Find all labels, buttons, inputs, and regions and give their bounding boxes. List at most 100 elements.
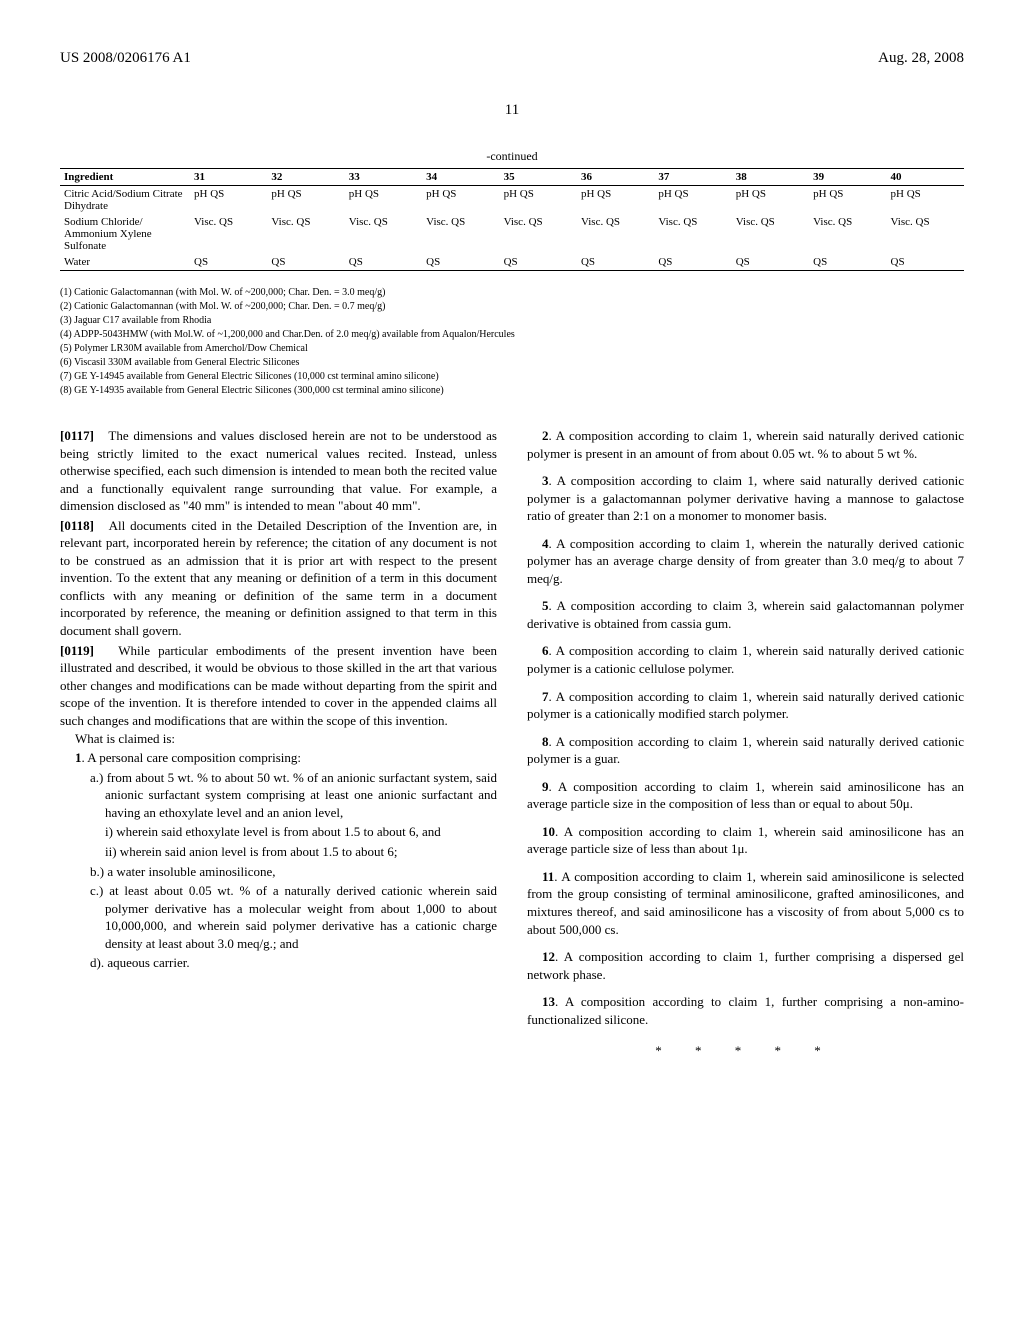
- table-cell: Water: [60, 254, 190, 271]
- table-header: 34: [422, 169, 499, 186]
- footnote-line: (3) Jaguar C17 available from Rhodia: [60, 314, 964, 327]
- ingredients-table-container: -continued Ingredient 31 32 33 34 35 36 …: [60, 149, 964, 271]
- table-header: 40: [887, 169, 964, 186]
- claim-3: 3. A composition according to claim 1, w…: [527, 472, 964, 525]
- table-cell: QS: [500, 254, 577, 271]
- table-header: 33: [345, 169, 422, 186]
- claim-sub: d). aqueous carrier.: [90, 954, 497, 972]
- paragraph-119: [0119] While particular embodiments of t…: [60, 642, 497, 730]
- claim-7: 7. A composition according to claim 1, w…: [527, 688, 964, 723]
- claim-number: 10: [542, 824, 555, 839]
- claim-sub: b.) a water insoluble aminosilicone,: [90, 863, 497, 881]
- footnote-line: (7) GE Y-14945 available from General El…: [60, 370, 964, 383]
- table-header: 39: [809, 169, 886, 186]
- para-text: All documents cited in the Detailed Desc…: [60, 518, 497, 638]
- right-column: 2. A composition according to claim 1, w…: [527, 427, 964, 1059]
- table-row: WaterQSQSQSQSQSQSQSQSQSQS: [60, 254, 964, 271]
- claim-11: 11. A composition according to claim 1, …: [527, 868, 964, 938]
- footnote-line: (8) GE Y-14935 available from General El…: [60, 384, 964, 397]
- table-header: Ingredient: [60, 169, 190, 186]
- table-cell: pH QS: [809, 186, 886, 215]
- table-cell: QS: [732, 254, 809, 271]
- claim-text: . A composition according to claim 1, wh…: [527, 869, 964, 937]
- table-cell: QS: [345, 254, 422, 271]
- table-row: Sodium Chloride/ Ammonium Xylene Sulfona…: [60, 214, 964, 254]
- table-cell: pH QS: [887, 186, 964, 215]
- footnote-line: (6) Viscasil 330M available from General…: [60, 356, 964, 369]
- table-footnotes: (1) Cationic Galactomannan (with Mol. W.…: [60, 286, 964, 397]
- claim-text: . A composition according to claim 1, fu…: [527, 994, 964, 1027]
- table-cell: Visc. QS: [732, 214, 809, 254]
- para-number: [0119]: [60, 643, 94, 658]
- body-columns: [0117] The dimensions and values disclos…: [60, 427, 964, 1059]
- claim-sub: a.) from about 5 wt. % to about 50 wt. %…: [90, 769, 497, 822]
- para-number: [0118]: [60, 518, 94, 533]
- claim-5: 5. A composition according to claim 3, w…: [527, 597, 964, 632]
- table-cell: Visc. QS: [267, 214, 344, 254]
- table-cell: pH QS: [267, 186, 344, 215]
- claims-intro: What is claimed is:: [75, 731, 497, 747]
- claim-number: 12: [542, 949, 555, 964]
- claim-text: . A composition according to claim 1, fu…: [527, 949, 964, 982]
- table-cell: QS: [577, 254, 654, 271]
- claim-text: . A composition according to claim 1, wh…: [527, 473, 964, 523]
- footnote-line: (1) Cationic Galactomannan (with Mol. W.…: [60, 286, 964, 299]
- table-cell: pH QS: [577, 186, 654, 215]
- claim-text: . A composition according to claim 1, wh…: [527, 734, 964, 767]
- claim-text: . A composition according to claim 1, wh…: [527, 536, 964, 586]
- publication-number: US 2008/0206176 A1: [60, 50, 191, 67]
- claim-subsub: i) wherein said ethoxylate level is from…: [105, 823, 497, 841]
- table-title: -continued: [60, 149, 964, 164]
- table-header: 31: [190, 169, 267, 186]
- table-cell: pH QS: [654, 186, 731, 215]
- table-header: 32: [267, 169, 344, 186]
- claim-13: 13. A composition according to claim 1, …: [527, 993, 964, 1028]
- para-text: While particular embodiments of the pres…: [60, 643, 497, 728]
- claim-10: 10. A composition according to claim 1, …: [527, 823, 964, 858]
- table-header: 37: [654, 169, 731, 186]
- page-header: US 2008/0206176 A1 Aug. 28, 2008: [60, 50, 964, 67]
- claim-1: 1. A personal care composition comprisin…: [75, 749, 497, 767]
- table-header: 36: [577, 169, 654, 186]
- paragraph-118: [0118] All documents cited in the Detail…: [60, 517, 497, 640]
- claim-text: . A composition according to claim 1, wh…: [527, 428, 964, 461]
- table-cell: pH QS: [190, 186, 267, 215]
- table-cell: Sodium Chloride/ Ammonium Xylene Sulfona…: [60, 214, 190, 254]
- ingredients-table: Ingredient 31 32 33 34 35 36 37 38 39 40…: [60, 168, 964, 271]
- claim-sub: c.) at least about 0.05 wt. % of a natur…: [90, 882, 497, 952]
- table-cell: Visc. QS: [809, 214, 886, 254]
- table-cell: Visc. QS: [345, 214, 422, 254]
- table-cell: pH QS: [500, 186, 577, 215]
- claim-8: 8. A composition according to claim 1, w…: [527, 733, 964, 768]
- table-cell: pH QS: [732, 186, 809, 215]
- claim-4: 4. A composition according to claim 1, w…: [527, 535, 964, 588]
- claim-text: . A personal care composition comprising…: [82, 750, 302, 765]
- table-cell: QS: [887, 254, 964, 271]
- claim-number: 13: [542, 994, 555, 1009]
- claim-text: . A composition according to claim 3, wh…: [527, 598, 964, 631]
- table-cell: Visc. QS: [654, 214, 731, 254]
- footnote-line: (2) Cationic Galactomannan (with Mol. W.…: [60, 300, 964, 313]
- table-header-row: Ingredient 31 32 33 34 35 36 37 38 39 40: [60, 169, 964, 186]
- table-cell: Citric Acid/Sodium Citrate Dihydrate: [60, 186, 190, 215]
- table-cell: pH QS: [422, 186, 499, 215]
- table-cell: Visc. QS: [190, 214, 267, 254]
- table-cell: QS: [422, 254, 499, 271]
- paragraph-117: [0117] The dimensions and values disclos…: [60, 427, 497, 515]
- claim-text: . A composition according to claim 1, wh…: [527, 643, 964, 676]
- table-cell: Visc. QS: [887, 214, 964, 254]
- page-number: 11: [60, 102, 964, 119]
- left-column: [0117] The dimensions and values disclos…: [60, 427, 497, 1059]
- claim-2: 2. A composition according to claim 1, w…: [527, 427, 964, 462]
- publication-date: Aug. 28, 2008: [878, 50, 964, 67]
- table-row: Citric Acid/Sodium Citrate DihydratepH Q…: [60, 186, 964, 215]
- table-cell: Visc. QS: [500, 214, 577, 254]
- claim-9: 9. A composition according to claim 1, w…: [527, 778, 964, 813]
- table-cell: Visc. QS: [577, 214, 654, 254]
- table-cell: Visc. QS: [422, 214, 499, 254]
- claim-text: . A composition according to claim 1, wh…: [527, 779, 964, 812]
- claim-number: 11: [542, 869, 554, 884]
- table-cell: QS: [654, 254, 731, 271]
- claim-6: 6. A composition according to claim 1, w…: [527, 642, 964, 677]
- end-stars: * * * * *: [527, 1043, 964, 1059]
